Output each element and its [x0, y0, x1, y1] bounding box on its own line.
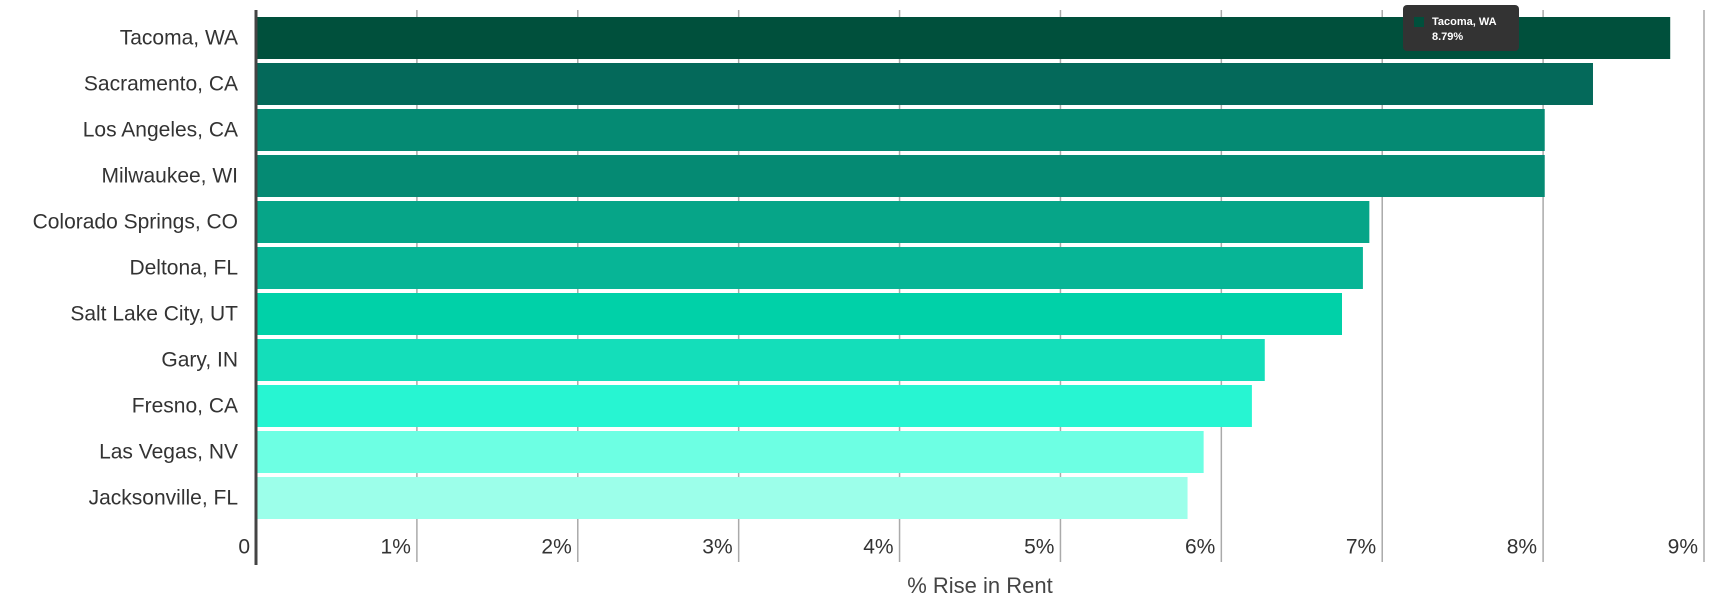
tooltip: Tacoma, WA 8.79% — [1403, 5, 1519, 51]
tooltip-box — [1403, 5, 1519, 51]
tooltip-swatch — [1414, 17, 1424, 27]
tooltip-title: Tacoma, WA — [1432, 16, 1497, 28]
y-tick-label: Gary, IN — [161, 349, 238, 372]
x-tick-label: 0 — [238, 536, 250, 559]
bar — [256, 477, 1188, 519]
y-tick-label: Salt Lake City, UT — [70, 303, 238, 326]
y-tick-label: Los Angeles, CA — [83, 119, 238, 142]
tooltip-value: 8.79% — [1432, 31, 1463, 43]
y-tick-label: Milwaukee, WI — [101, 165, 238, 188]
bar — [256, 109, 1545, 151]
y-tick-label: Sacramento, CA — [84, 73, 238, 96]
x-tick-label: 7% — [1346, 536, 1376, 559]
bar — [256, 293, 1342, 335]
x-tick-label: 5% — [1024, 536, 1054, 559]
x-tick-label: 1% — [381, 536, 411, 559]
y-tick-label: Fresno, CA — [132, 395, 238, 418]
bar — [256, 155, 1545, 197]
y-tick-label: Colorado Springs, CO — [33, 211, 238, 234]
bar — [256, 201, 1370, 243]
bar — [256, 339, 1265, 381]
x-tick-label: 2% — [541, 536, 571, 559]
x-tick-label: 8% — [1507, 536, 1537, 559]
bar — [256, 431, 1204, 473]
bar — [256, 63, 1593, 105]
x-tick-label: 4% — [863, 536, 893, 559]
x-tick-label: 9% — [1668, 536, 1698, 559]
x-tick-label: 3% — [702, 536, 732, 559]
y-tick-label: Las Vegas, NV — [99, 441, 238, 464]
y-tick-label: Jacksonville, FL — [89, 487, 238, 510]
y-tick-label: Deltona, FL — [129, 257, 238, 280]
x-tick-label: 6% — [1185, 536, 1215, 559]
bar — [256, 247, 1363, 289]
bar — [256, 385, 1252, 427]
x-axis-title: % Rise in Rent — [907, 573, 1053, 598]
y-tick-label: Tacoma, WA — [120, 27, 238, 50]
